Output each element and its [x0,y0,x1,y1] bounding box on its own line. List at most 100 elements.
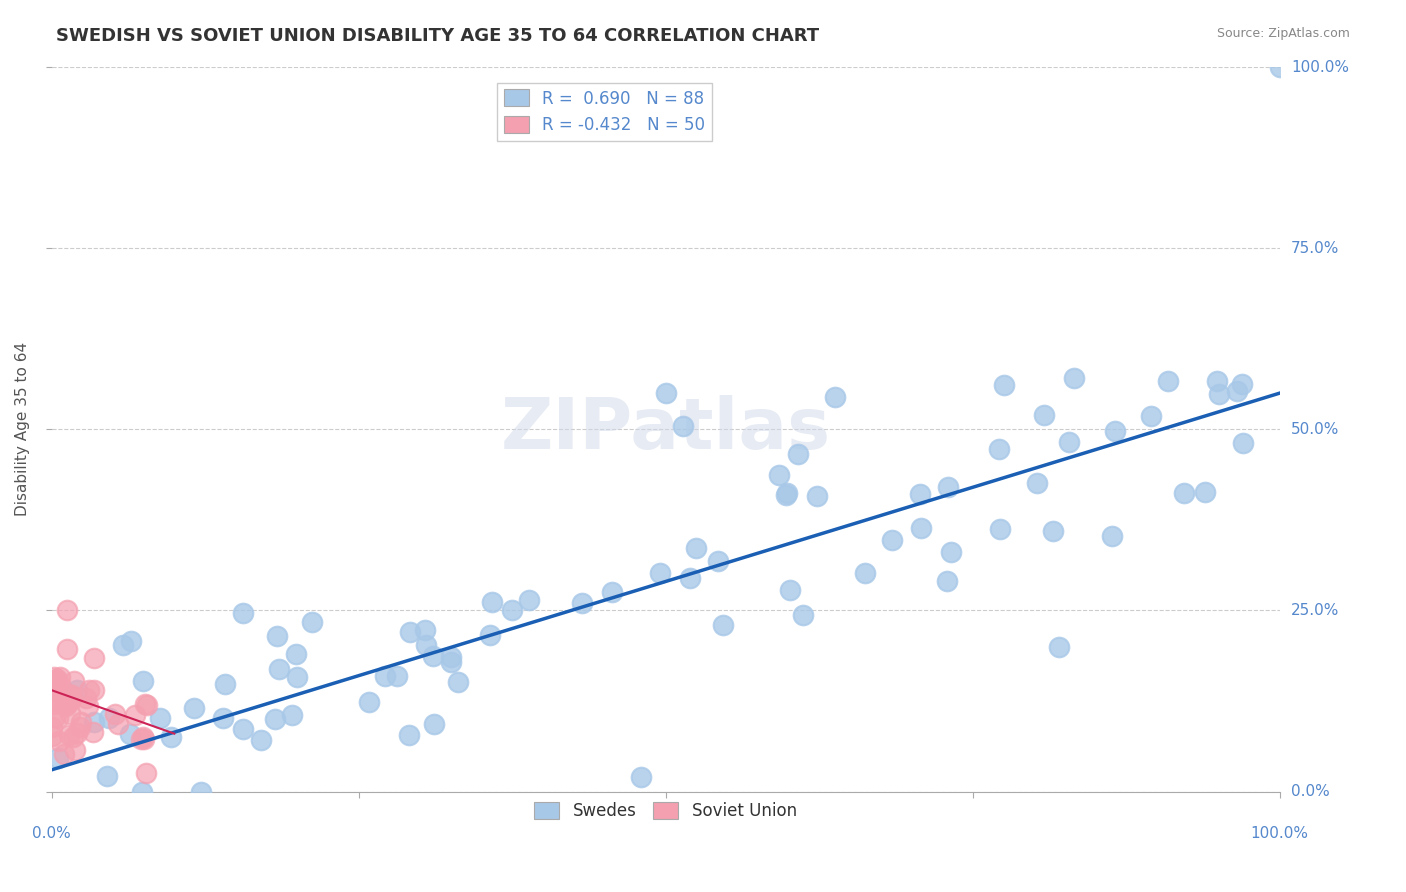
Point [648,566,671,580]
Point [266,629,288,643]
Point [672,419,695,434]
Text: ZIPatlas: ZIPatlas [501,395,831,464]
Point [385,669,408,683]
Point [1047,640,1070,654]
Text: 100.0%: 100.0% [1251,826,1309,841]
Y-axis label: Disability Age 35 to 64: Disability Age 35 to 64 [15,343,30,516]
Point [880,533,903,548]
Point [56,641,79,656]
Point [58,728,80,742]
Point [630,770,652,784]
Point [56,603,79,617]
Point [415,638,437,652]
Point [46,750,69,764]
Point [59,692,82,706]
Point [232,722,254,736]
Text: 0.0%: 0.0% [32,826,70,841]
Point [1025,476,1047,491]
Point [49,670,72,684]
Point [83,714,105,729]
Point [104,707,127,722]
Point [792,607,814,622]
Point [1101,529,1123,543]
Point [45,681,67,696]
Point [422,649,444,664]
Point [160,731,183,745]
Point [41,729,63,743]
Point [993,377,1015,392]
Point [685,541,707,555]
Point [60,691,83,706]
Point [779,583,801,598]
Point [501,602,523,616]
Point [517,592,540,607]
Point [359,695,381,709]
Point [44,694,66,708]
Point [478,628,501,642]
Legend: R =  0.690   N = 88, R = -0.432   N = 50: R = 0.690 N = 88, R = -0.432 N = 50 [496,83,711,141]
Point [1194,484,1216,499]
Point [134,697,156,711]
Point [66,726,89,740]
Point [987,442,1010,456]
Point [398,728,420,742]
Point [935,574,957,589]
Point [149,711,172,725]
Point [42,697,65,711]
Point [118,727,141,741]
Point [250,733,273,747]
Point [1206,375,1229,389]
Point [1226,384,1249,398]
Point [1173,486,1195,500]
Point [1063,371,1085,385]
Text: Source: ZipAtlas.com: Source: ZipAtlas.com [1216,27,1350,40]
Point [786,447,808,461]
Point [267,662,290,676]
Point [481,595,503,609]
Text: 50.0%: 50.0% [1291,422,1339,437]
Point [440,650,463,665]
Point [131,732,153,747]
Point [214,676,236,690]
Point [63,743,86,757]
Point [59,688,82,702]
Point [42,693,65,707]
Point [83,650,105,665]
Point [63,674,86,689]
Point [83,683,105,698]
Point [600,584,623,599]
Point [936,480,959,494]
Point [97,710,120,724]
Point [46,674,69,689]
Point [53,747,76,762]
Point [571,596,593,610]
Point [48,734,70,748]
Point [58,695,80,709]
Point [190,784,212,798]
Point [1232,377,1254,392]
Point [46,711,69,725]
Point [183,701,205,715]
Point [711,618,734,632]
Point [939,545,962,559]
Text: 25.0%: 25.0% [1291,603,1339,618]
Point [285,670,308,684]
Point [768,467,790,482]
Point [1232,436,1254,450]
Point [1208,386,1230,401]
Point [60,688,83,702]
Point [1268,60,1291,74]
Point [1139,409,1161,424]
Point [1059,434,1081,449]
Point [776,485,799,500]
Point [679,571,702,585]
Point [59,706,82,721]
Point [135,698,157,713]
Point [55,698,77,713]
Point [111,638,134,652]
Point [132,731,155,745]
Point [45,672,67,686]
Point [41,720,63,734]
Point [135,765,157,780]
Point [49,680,72,694]
